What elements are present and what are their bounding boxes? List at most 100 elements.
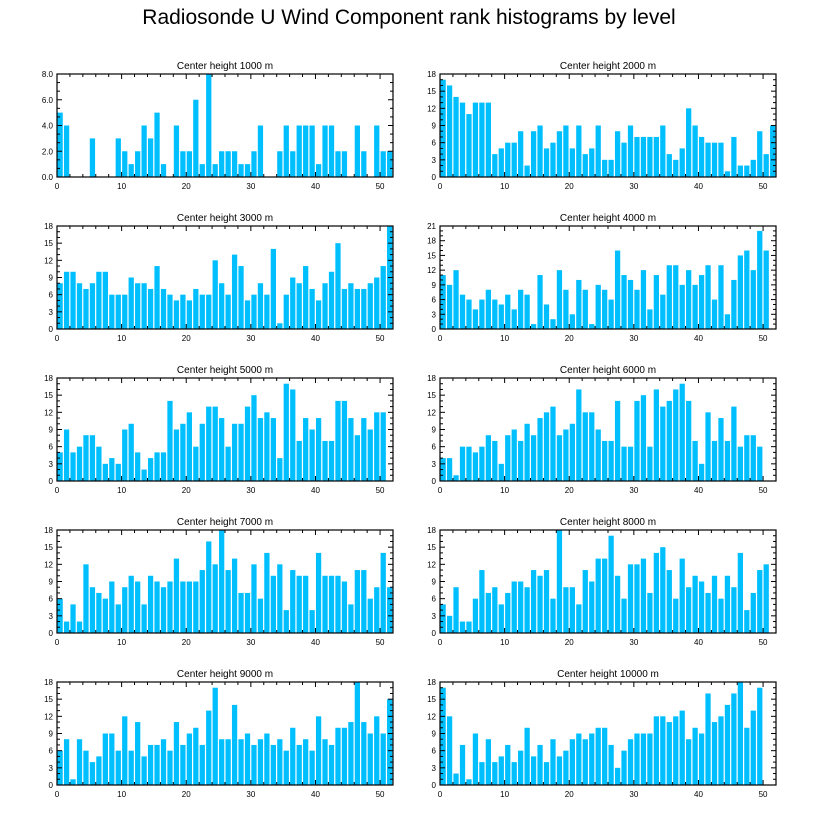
bar: [173, 722, 180, 785]
bar: [315, 418, 322, 481]
bar: [608, 535, 614, 633]
bar: [498, 604, 504, 633]
x-tick-label: 0: [438, 334, 443, 343]
bar: [109, 458, 115, 481]
bar: [147, 575, 154, 633]
bar: [698, 733, 705, 785]
bar: [459, 621, 466, 633]
y-tick-label: 9: [432, 578, 437, 587]
bar: [711, 575, 718, 633]
y-tick-label: 9: [49, 426, 54, 435]
bar: [686, 587, 692, 633]
bar: [705, 592, 711, 633]
bar: [328, 575, 335, 633]
x-tick-label: 10: [117, 790, 126, 799]
chart-panel-1: Center height 1000 m 0.0 2.0 4.0 6.0 8.0 0 10 20…: [42, 61, 394, 191]
bar: [537, 575, 543, 633]
bar: [737, 682, 743, 785]
x-tick-label: 30: [629, 638, 638, 647]
bar: [76, 621, 83, 633]
bar: [238, 739, 244, 785]
bar: [530, 570, 537, 633]
bar: [692, 440, 698, 481]
chart-panel-4: Center height 4000 m 0 3 6 9 12 15 18 21 0 10 20 30 4…: [427, 213, 777, 343]
bar: [718, 142, 724, 177]
bar: [634, 564, 640, 633]
bar: [731, 587, 737, 633]
bar: [569, 423, 575, 481]
x-tick-label: 10: [500, 182, 509, 191]
bar: [193, 446, 199, 481]
bar: [180, 423, 186, 481]
bar: [621, 446, 627, 481]
bar: [109, 294, 115, 329]
chart-panel-2: Center height 2000 m 0 3 6 9 12 15 18 0 10 20 30 40 5…: [427, 61, 777, 191]
bar: [757, 230, 763, 329]
bar: [718, 598, 724, 633]
x-tick-label: 0: [55, 486, 60, 495]
chart-title: Center height 1000 m: [177, 61, 273, 72]
bar: [440, 687, 446, 785]
y-tick-label: 6: [49, 443, 54, 452]
bar: [608, 159, 614, 177]
bar: [173, 300, 180, 329]
bar: [102, 271, 108, 329]
bar: [244, 592, 251, 633]
bar: [698, 275, 705, 329]
bar: [472, 733, 479, 785]
bar: [653, 275, 659, 329]
bar: [361, 570, 367, 633]
x-tick-label: 30: [629, 486, 638, 495]
bar: [367, 429, 373, 481]
bar: [634, 400, 640, 481]
bar: [231, 254, 238, 329]
bar: [711, 299, 718, 329]
bar: [640, 395, 647, 481]
bar: [154, 266, 160, 329]
bar: [530, 756, 537, 785]
bar: [251, 294, 257, 329]
y-tick-label: 12: [427, 560, 436, 569]
bar: [57, 112, 63, 178]
bar: [505, 435, 511, 481]
bar: [576, 125, 582, 177]
bar: [595, 284, 601, 329]
bar: [556, 270, 563, 329]
bar: [225, 151, 231, 177]
bar: [640, 558, 647, 633]
y-tick-label: 0: [432, 629, 437, 638]
y-tick-label: 9: [49, 730, 54, 739]
bar: [518, 289, 524, 329]
bar: [524, 423, 530, 481]
x-tick-label: 0: [55, 790, 60, 799]
bar: [718, 716, 724, 785]
bar: [322, 283, 328, 329]
x-tick-label: 0: [438, 638, 443, 647]
bar: [374, 125, 380, 177]
bar: [653, 389, 659, 481]
bar: [602, 159, 608, 177]
bar: [180, 744, 186, 785]
bar: [180, 151, 186, 177]
bar: [582, 739, 588, 785]
bar: [602, 289, 608, 329]
bar: [543, 762, 550, 785]
x-tick-label: 40: [694, 182, 703, 191]
bar: [63, 739, 70, 785]
bar: [750, 435, 756, 481]
bar: [498, 756, 504, 785]
y-tick-label: 18: [427, 70, 436, 79]
bar: [744, 250, 750, 329]
y-tick-label: 6: [432, 747, 437, 756]
bar: [147, 138, 154, 178]
bar: [679, 148, 685, 177]
page-title: Radiosonde U Wind Component rank histogr…: [142, 6, 676, 29]
bar: [660, 547, 666, 633]
bar: [505, 142, 511, 177]
bar: [109, 581, 115, 633]
bar: [479, 570, 485, 633]
bar: [135, 452, 141, 481]
bar: [277, 458, 283, 481]
bar: [582, 289, 588, 329]
bar: [122, 716, 128, 785]
